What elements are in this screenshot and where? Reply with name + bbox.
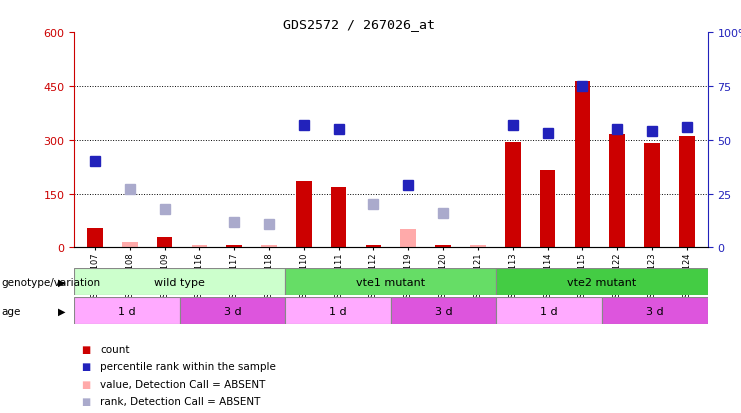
Text: ▶: ▶ — [58, 277, 65, 287]
Text: ■: ■ — [82, 379, 90, 389]
Text: ■: ■ — [82, 396, 90, 406]
Bar — [496, 268, 708, 295]
Bar — [122, 242, 138, 248]
Text: 3 d: 3 d — [224, 306, 242, 316]
Bar — [435, 245, 451, 248]
Bar — [496, 297, 602, 324]
Text: ■: ■ — [82, 361, 90, 371]
Bar — [157, 237, 173, 248]
Bar — [391, 297, 496, 324]
Text: 3 d: 3 d — [646, 306, 664, 316]
Bar — [296, 182, 312, 248]
Text: age: age — [1, 306, 21, 316]
Bar — [262, 245, 277, 248]
Text: ▶: ▶ — [58, 306, 65, 316]
Bar — [330, 188, 347, 248]
Bar — [574, 81, 590, 248]
Bar — [644, 144, 659, 248]
Bar — [285, 268, 496, 295]
Bar — [679, 137, 694, 248]
Bar — [87, 228, 103, 248]
Text: vte1 mutant: vte1 mutant — [356, 277, 425, 287]
Text: 3 d: 3 d — [435, 306, 453, 316]
Text: ■: ■ — [82, 344, 90, 354]
Bar — [602, 297, 708, 324]
Bar — [470, 245, 486, 248]
Text: value, Detection Call = ABSENT: value, Detection Call = ABSENT — [100, 379, 265, 389]
Bar — [227, 245, 242, 248]
Bar — [192, 245, 207, 248]
Title: GDS2572 / 267026_at: GDS2572 / 267026_at — [283, 17, 435, 31]
Text: vte2 mutant: vte2 mutant — [568, 277, 637, 287]
Text: wild type: wild type — [154, 277, 205, 287]
Bar — [74, 268, 285, 295]
Bar — [505, 142, 520, 248]
Bar — [285, 297, 391, 324]
Text: 1 d: 1 d — [329, 306, 347, 316]
Bar — [539, 171, 555, 248]
Text: count: count — [100, 344, 130, 354]
Text: 1 d: 1 d — [540, 306, 558, 316]
Bar — [74, 297, 179, 324]
Bar — [609, 135, 625, 248]
Bar — [400, 230, 416, 248]
Bar — [179, 297, 285, 324]
Text: 1 d: 1 d — [118, 306, 136, 316]
Text: percentile rank within the sample: percentile rank within the sample — [100, 361, 276, 371]
Text: genotype/variation: genotype/variation — [1, 277, 101, 287]
Bar — [365, 245, 382, 248]
Text: rank, Detection Call = ABSENT: rank, Detection Call = ABSENT — [100, 396, 260, 406]
